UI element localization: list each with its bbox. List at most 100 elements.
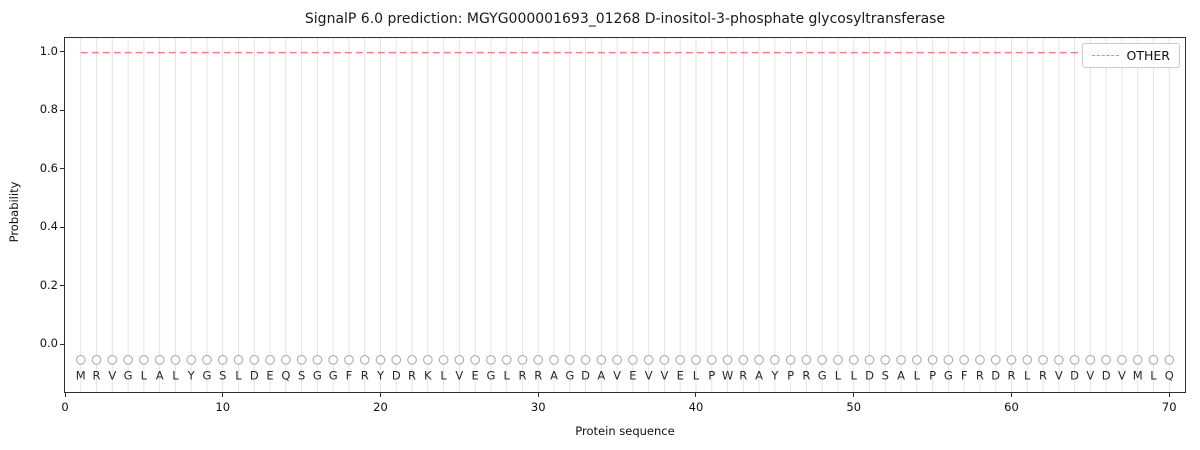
residue-marker-circle xyxy=(1006,354,1017,365)
residue-marker-circle xyxy=(911,354,922,365)
residue-letter: R xyxy=(976,369,984,383)
residue-marker-circle xyxy=(359,354,370,365)
residue-marker-circle xyxy=(959,354,970,365)
y-axis-label: Probability xyxy=(7,181,21,243)
residue-marker-circle xyxy=(628,354,638,365)
residue-marker-circle xyxy=(596,354,607,365)
residue-marker-circle xyxy=(454,354,465,365)
residue-marker-circle xyxy=(281,354,291,365)
y-tick-mark xyxy=(60,343,64,345)
residue-marker-circle xyxy=(312,354,323,365)
residue-marker-circle xyxy=(691,354,701,365)
y-tick-label: 0.2 xyxy=(39,277,58,292)
residue-letter: D xyxy=(991,369,1000,383)
residue-letter: D xyxy=(392,369,401,383)
residue-marker-circle xyxy=(1148,354,1159,365)
residue-letter: M xyxy=(76,369,86,383)
residue-marker-circle xyxy=(533,354,544,365)
residue-letter: M xyxy=(1133,369,1143,383)
residue-marker-circle xyxy=(438,354,449,365)
residue-letter: L xyxy=(235,369,242,383)
residue-marker-circle xyxy=(344,354,354,365)
residue-marker-circle xyxy=(1132,354,1143,365)
residue-marker-circle xyxy=(91,354,102,365)
residue-letter: R xyxy=(1007,369,1015,383)
residue-marker-circle xyxy=(754,354,764,365)
residue-marker-circle xyxy=(643,354,654,365)
residue-letter: D xyxy=(865,369,874,383)
x-tick-mark xyxy=(695,393,697,397)
residue-marker-circle xyxy=(880,354,891,365)
residue-marker-circle xyxy=(501,354,512,365)
residue-letter: R xyxy=(802,369,810,383)
chart-title: SignalP 6.0 prediction: MGYG000001693_01… xyxy=(304,11,946,27)
residue-letter: F xyxy=(346,369,353,383)
residue-letter: G xyxy=(329,369,338,383)
y-tick-label: 0.4 xyxy=(39,219,58,234)
x-tick-mark xyxy=(537,393,539,397)
y-tick-mark xyxy=(60,51,64,53)
y-tick-label: 1.0 xyxy=(39,43,58,58)
residue-letter: R xyxy=(1039,369,1047,383)
residue-marker-circle xyxy=(75,354,86,365)
residue-letter: A xyxy=(755,369,763,383)
residue-marker-circle xyxy=(785,354,796,365)
residue-marker-circle xyxy=(722,354,733,365)
legend-label-other: OTHER xyxy=(1126,48,1170,63)
residue-letter: Y xyxy=(376,369,385,383)
residue-marker-circle xyxy=(580,354,591,365)
residue-letter: D xyxy=(1070,369,1079,383)
residue-letter: L xyxy=(440,369,447,383)
residue-letter: Q xyxy=(281,369,290,383)
other-dashed-line-icon xyxy=(1091,55,1119,56)
residue-marker-circle xyxy=(975,354,985,365)
residue-marker-circle xyxy=(470,354,480,365)
residue-letter: F xyxy=(961,369,968,383)
residue-marker-circle xyxy=(186,354,197,365)
residue-marker-circle xyxy=(848,354,859,365)
x-tick-label: 10 xyxy=(215,400,231,414)
residue-marker-circle xyxy=(927,354,938,365)
residue-letter: L xyxy=(141,369,148,383)
x-tick-label: 40 xyxy=(688,400,704,414)
residue-letter: R xyxy=(361,369,369,383)
x-axis-label: Protein sequence xyxy=(575,424,675,438)
residue-letter: V xyxy=(455,369,463,383)
residue-marker-circle xyxy=(107,354,118,365)
residue-letter: P xyxy=(929,369,936,383)
residue-marker-circle xyxy=(154,354,165,365)
residue-letter: A xyxy=(550,369,558,383)
residue-marker-circle xyxy=(1101,354,1111,365)
residue-letter: A xyxy=(597,369,605,383)
residue-marker-circle xyxy=(375,354,386,365)
residue-letter: L xyxy=(914,369,921,383)
residue-marker-circle xyxy=(233,354,244,365)
residue-marker-circle xyxy=(675,354,686,365)
y-tick-label: 0.0 xyxy=(39,336,58,351)
residue-letter: E xyxy=(677,369,684,383)
residue-marker-circle xyxy=(1022,354,1033,365)
residue-letter: V xyxy=(1086,369,1094,383)
residue-letter: G xyxy=(486,369,495,383)
y-tick-mark xyxy=(60,168,64,170)
residue-letter: R xyxy=(534,369,542,383)
x-tick-mark xyxy=(379,393,381,397)
residue-letter: G xyxy=(313,369,322,383)
residue-letter: V xyxy=(661,369,669,383)
residue-letter: L xyxy=(1024,369,1031,383)
x-tick-label: 30 xyxy=(530,400,546,414)
residue-marker-circle xyxy=(659,354,670,365)
residue-marker-circle xyxy=(139,354,149,365)
residue-letter: Y xyxy=(770,369,779,383)
residue-letter: G xyxy=(565,369,574,383)
residue-marker-circle xyxy=(217,354,228,365)
residue-marker-circle xyxy=(549,354,559,365)
residue-letter: L xyxy=(503,369,510,383)
residue-marker-circle xyxy=(1085,354,1096,365)
residue-marker-circle xyxy=(422,354,433,365)
y-tick-label: 0.6 xyxy=(39,160,58,175)
residue-marker-circle xyxy=(486,354,496,365)
residue-letter: D xyxy=(1102,369,1111,383)
residue-marker-circle xyxy=(801,354,812,365)
